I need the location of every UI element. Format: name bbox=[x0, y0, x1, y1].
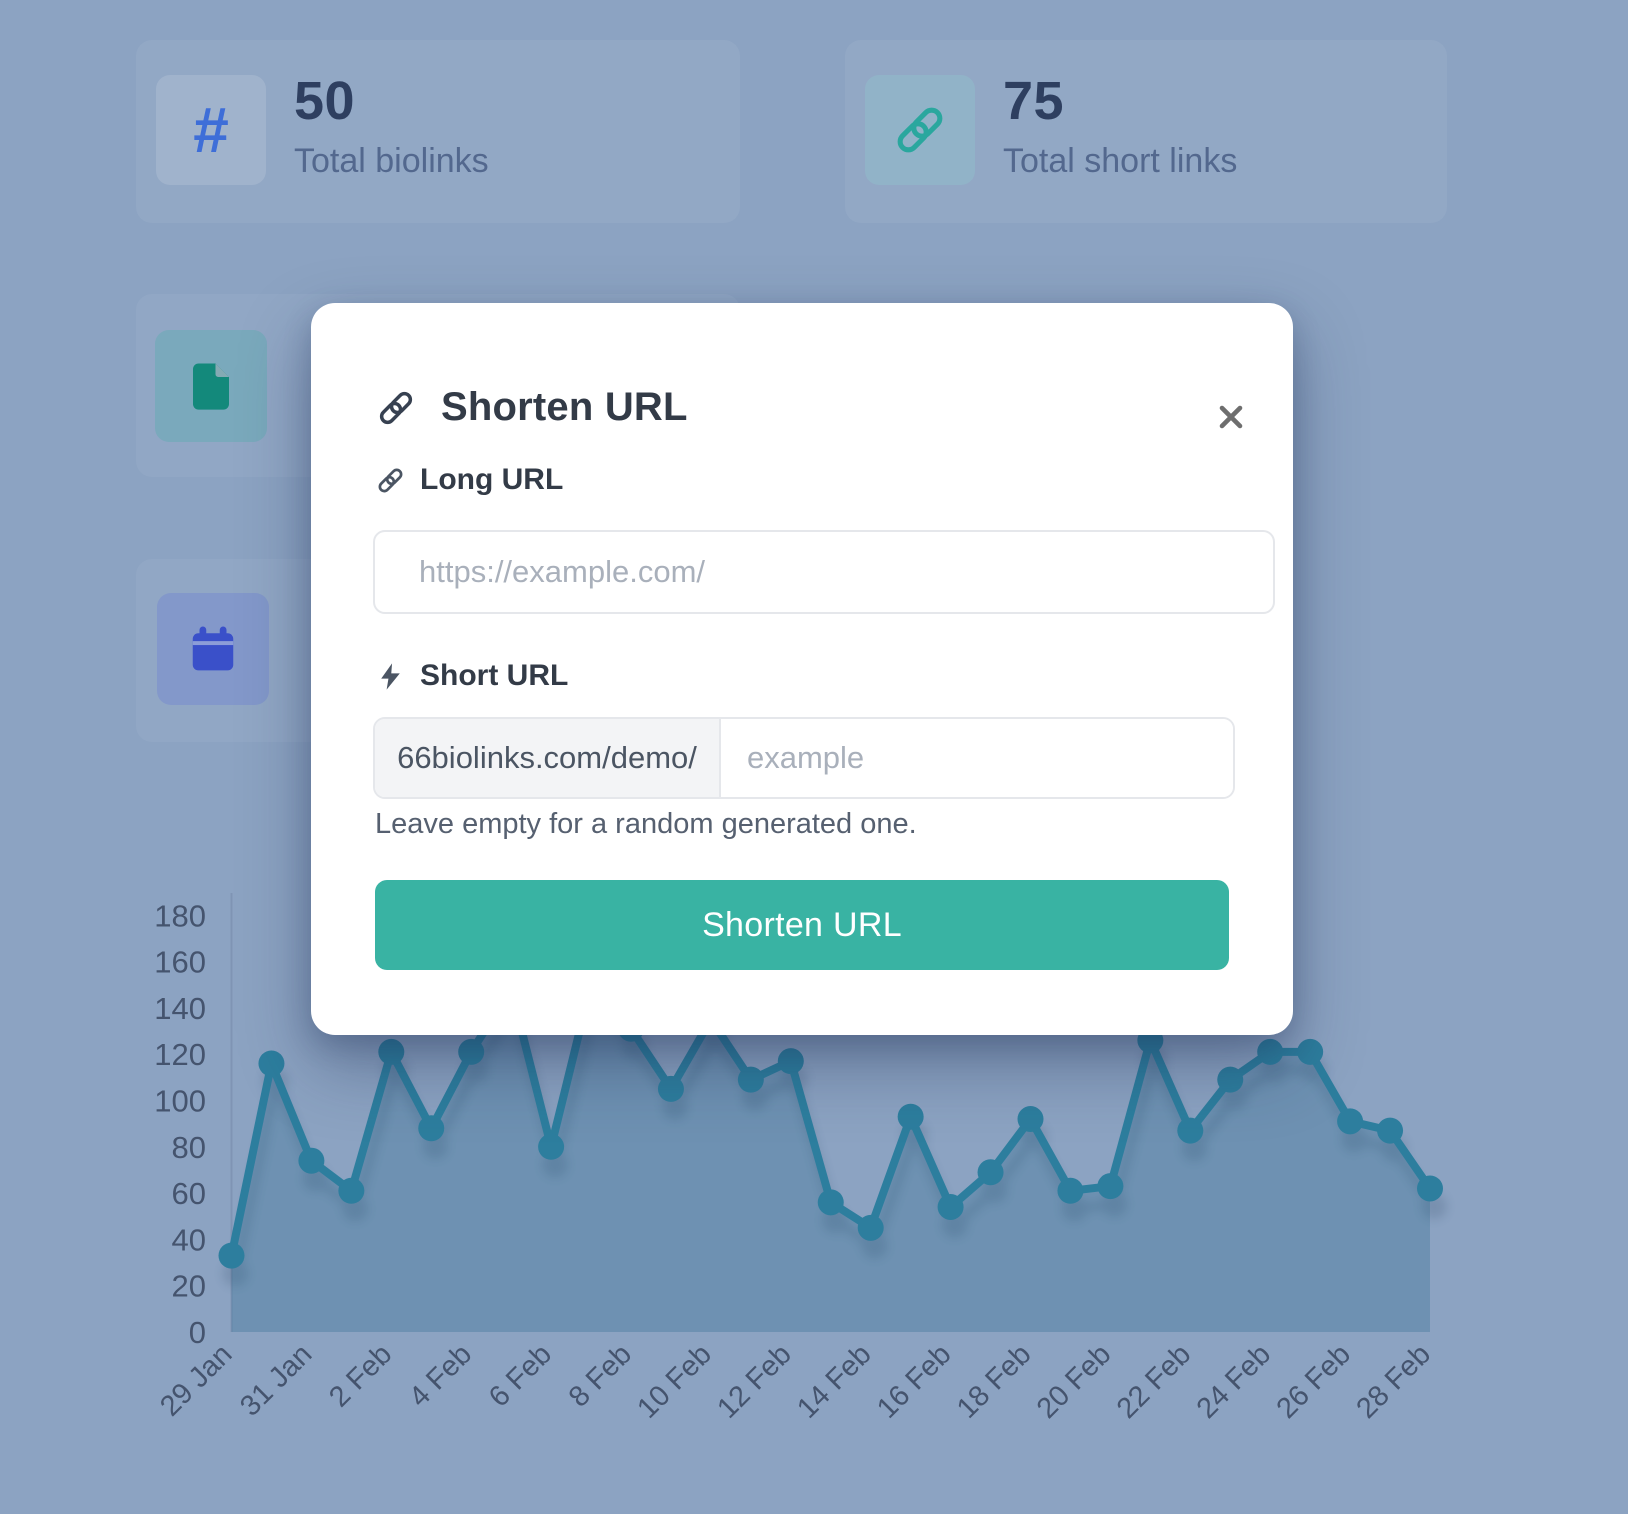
stat-value: 75 bbox=[1003, 71, 1065, 131]
calendar-icon bbox=[157, 593, 269, 705]
short-url-input[interactable] bbox=[721, 719, 1233, 797]
short-url-label: Short URL bbox=[375, 659, 568, 693]
svg-text:24 Feb: 24 Feb bbox=[1191, 1338, 1277, 1424]
svg-text:60: 60 bbox=[172, 1176, 206, 1211]
svg-text:6 Feb: 6 Feb bbox=[483, 1338, 558, 1413]
stat-card-biolinks: # 50 Total biolinks bbox=[136, 40, 740, 223]
document-icon bbox=[155, 330, 267, 442]
svg-text:20 Feb: 20 Feb bbox=[1031, 1338, 1117, 1424]
stat-label: Total short links bbox=[1003, 142, 1238, 180]
svg-text:12 Feb: 12 Feb bbox=[711, 1338, 797, 1424]
svg-text:80: 80 bbox=[172, 1130, 206, 1165]
svg-text:22 Feb: 22 Feb bbox=[1111, 1338, 1197, 1424]
svg-text:8 Feb: 8 Feb bbox=[563, 1338, 638, 1413]
svg-text:20: 20 bbox=[172, 1269, 206, 1304]
svg-text:4 Feb: 4 Feb bbox=[403, 1338, 478, 1413]
svg-text:29 Jan: 29 Jan bbox=[154, 1338, 238, 1422]
link-icon bbox=[379, 391, 413, 424]
svg-text:140: 140 bbox=[154, 991, 206, 1026]
stat-value: 50 bbox=[294, 71, 356, 131]
short-url-helper: Leave empty for a random generated one. bbox=[375, 808, 917, 840]
shorten-url-button[interactable]: Shorten URL bbox=[375, 880, 1229, 970]
long-url-input[interactable] bbox=[373, 530, 1275, 614]
svg-text:14 Feb: 14 Feb bbox=[791, 1338, 877, 1424]
stat-card-shortlinks: 75 Total short links bbox=[845, 40, 1447, 223]
stat-label: Total biolinks bbox=[294, 142, 489, 180]
hash-icon: # bbox=[156, 75, 266, 185]
svg-text:31 Jan: 31 Jan bbox=[234, 1338, 318, 1422]
short-url-group: 66biolinks.com/demo/ bbox=[373, 717, 1235, 799]
svg-text:16 Feb: 16 Feb bbox=[871, 1338, 957, 1424]
short-url-prefix: 66biolinks.com/demo/ bbox=[375, 719, 721, 797]
long-url-label: Long URL bbox=[375, 463, 563, 497]
modal-title: Shorten URL bbox=[441, 385, 688, 429]
link-icon bbox=[378, 468, 403, 492]
close-icon[interactable] bbox=[1208, 394, 1254, 440]
svg-text:18 Feb: 18 Feb bbox=[951, 1338, 1037, 1424]
svg-text:180: 180 bbox=[154, 898, 206, 933]
svg-text:0: 0 bbox=[189, 1315, 206, 1350]
link-icon bbox=[865, 75, 975, 185]
svg-text:28 Feb: 28 Feb bbox=[1350, 1338, 1436, 1424]
shorten-url-modal: Shorten URL Long URL Short URL 66biolink… bbox=[311, 303, 1293, 1035]
svg-text:26 Feb: 26 Feb bbox=[1271, 1338, 1357, 1424]
svg-text:2 Feb: 2 Feb bbox=[323, 1338, 398, 1413]
svg-text:40: 40 bbox=[172, 1222, 206, 1257]
lightning-icon bbox=[381, 662, 400, 690]
svg-text:100: 100 bbox=[154, 1084, 206, 1119]
modal-header: Shorten URL bbox=[375, 385, 688, 430]
svg-text:120: 120 bbox=[154, 1037, 206, 1072]
svg-text:160: 160 bbox=[154, 945, 206, 980]
svg-text:10 Feb: 10 Feb bbox=[631, 1338, 717, 1424]
